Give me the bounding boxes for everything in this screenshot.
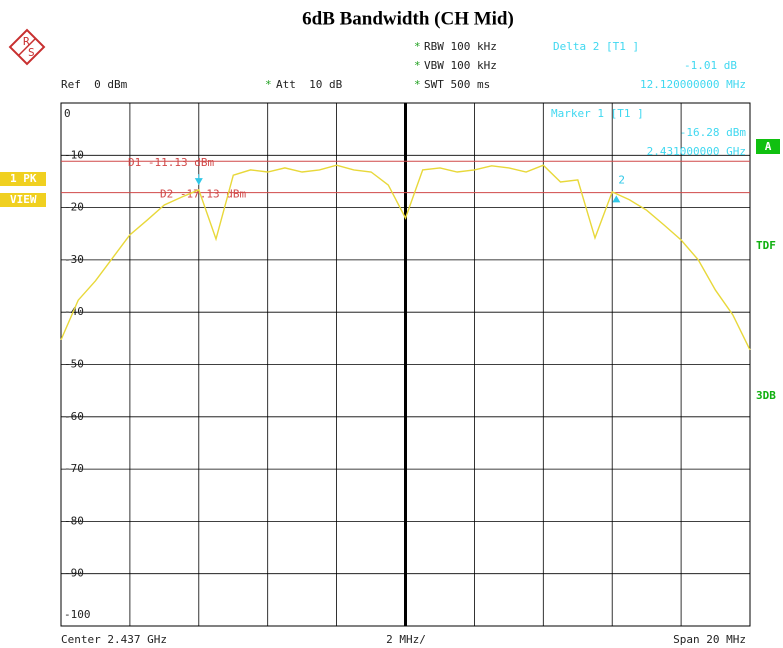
trace-label: VIEW xyxy=(10,193,37,206)
marker xyxy=(194,178,203,186)
y-tick-label: -30 xyxy=(64,253,84,266)
marker-label: 2 xyxy=(618,173,625,186)
side-label: 3DB xyxy=(756,389,776,402)
svg-text:S: S xyxy=(28,46,35,59)
display-line-label: D2 -17.13 dBm xyxy=(160,188,246,201)
y-tick-label: -50 xyxy=(64,358,84,371)
trace-label: 1 PK xyxy=(10,172,37,185)
svg-text:*: * xyxy=(414,59,421,72)
delta-readout: 12.120000000 MHz xyxy=(640,78,746,91)
attenuation: Att 10 dB xyxy=(276,78,343,91)
marker-readout: 2.431000000 GHz xyxy=(647,145,746,158)
y-tick-label: -80 xyxy=(64,514,84,527)
reference-level: Ref 0 dBm xyxy=(61,78,128,91)
svg-text:*: * xyxy=(414,40,421,53)
side-label: A xyxy=(765,140,772,153)
marker-readout: Marker 1 [T1 ] xyxy=(551,107,644,120)
trace xyxy=(60,164,751,351)
y-tick-label: 0 xyxy=(64,107,71,120)
y-tick-label: -60 xyxy=(64,410,84,423)
svg-text:R: R xyxy=(23,35,30,48)
setting: VBW 100 kHz xyxy=(424,59,497,72)
display-line-label: D1 -11.13 dBm xyxy=(128,156,214,169)
marker-readout: -16.28 dBm xyxy=(680,126,747,139)
y-tick-label: -20 xyxy=(64,201,84,214)
chart-title: 6dB Bandwidth (CH Mid) xyxy=(302,8,514,29)
star-icons: * * * * xyxy=(265,40,421,91)
marker xyxy=(612,195,621,203)
y-tick-label: -100 xyxy=(64,608,91,621)
delta-readout: Delta 2 [T1 ] xyxy=(553,40,639,53)
svg-text:*: * xyxy=(265,78,272,91)
y-tick-label: -90 xyxy=(64,567,84,580)
side-label: TDF xyxy=(756,239,776,252)
y-tick-label: -70 xyxy=(64,462,84,475)
footer: Span 20 MHz xyxy=(673,633,746,646)
setting: RBW 100 kHz xyxy=(424,40,497,53)
delta-readout: -1.01 dB xyxy=(684,59,737,72)
side-badge xyxy=(756,139,780,154)
footer: 2 MHz/ xyxy=(386,633,426,646)
logo: R S xyxy=(8,28,46,66)
y-tick-label: -10 xyxy=(64,148,84,161)
footer: Center 2.437 GHz xyxy=(61,633,167,646)
setting: SWT 500 ms xyxy=(424,78,490,91)
trace-badge xyxy=(0,193,46,207)
trace-badge xyxy=(0,172,46,186)
svg-text:*: * xyxy=(414,78,421,91)
